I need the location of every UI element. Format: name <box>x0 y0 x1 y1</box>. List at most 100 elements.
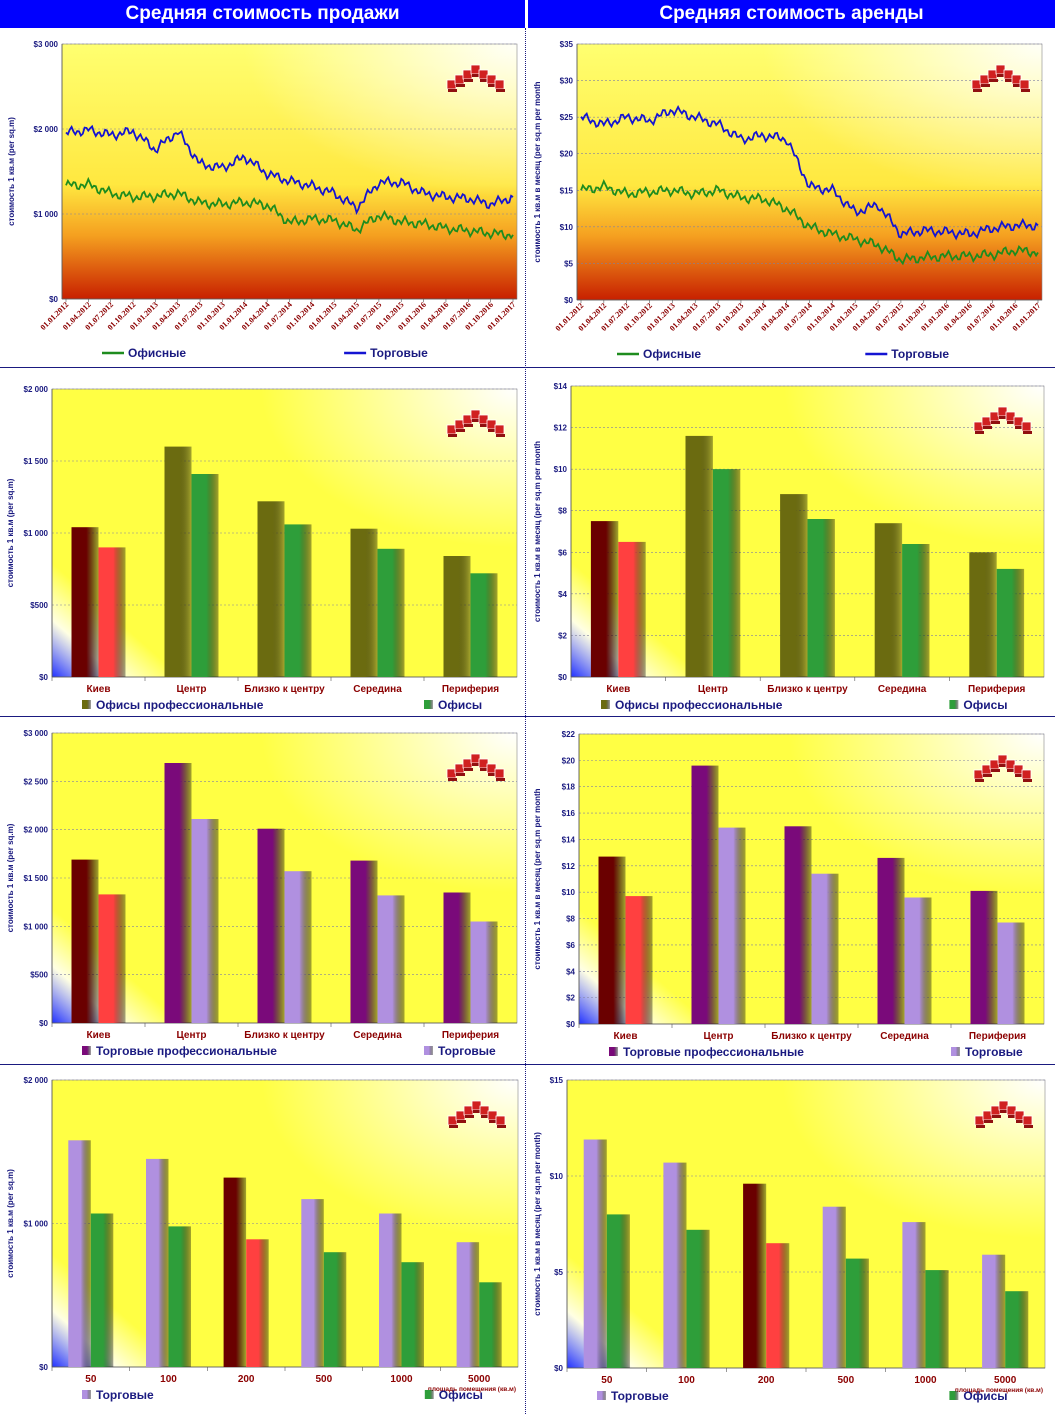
y-tick-label: $2 000 <box>24 826 49 835</box>
column-divider <box>525 28 526 1414</box>
y-tick-label: $25 <box>560 113 574 122</box>
bar <box>845 1258 869 1368</box>
x-tick-label: Центр <box>176 684 206 695</box>
row-divider <box>0 367 1055 368</box>
y-tick-label: $6 <box>566 941 575 950</box>
legend-swatch <box>82 1390 91 1399</box>
y-tick-label: $3 000 <box>34 40 59 49</box>
legend-swatch <box>601 700 610 709</box>
bar <box>443 892 471 1023</box>
y-axis-label: стоимость 1 кв.м (per sq.m) <box>6 478 15 587</box>
legend-swatch <box>82 1046 91 1055</box>
legend-swatch <box>949 700 959 709</box>
y-tick-label: $20 <box>560 150 574 159</box>
bar <box>323 1252 347 1367</box>
y-axis-label: стоимость 1 кв.м в месяц (per sq.m per m… <box>533 81 542 262</box>
y-tick-label: $0 <box>554 1364 563 1373</box>
y-tick-label: $22 <box>562 730 576 739</box>
bar <box>902 1222 926 1368</box>
legend-label: Офисы профессиональные <box>615 698 783 712</box>
y-tick-label: $12 <box>562 862 576 871</box>
x-tick-label: 5000 <box>468 1374 491 1385</box>
bar <box>379 1213 402 1367</box>
bar <box>68 1140 91 1367</box>
x-tick-label: 500 <box>837 1375 854 1386</box>
series-line <box>580 105 1039 241</box>
bar <box>377 895 405 1023</box>
y-axis-label: стоимость 1 кв.м (per sq.m) <box>7 117 16 226</box>
rent-offices-district-chart: $0 $2 $4 $6 $8 $10 $12 $14 стоимость 1 кв.м в ме… <box>533 382 1045 712</box>
x-tick-label: 100 <box>678 1375 695 1386</box>
bar <box>784 826 812 1024</box>
x-tick-label: 100 <box>160 1374 177 1385</box>
legend-label: Офисные <box>128 346 186 360</box>
y-tick-label: $35 <box>560 40 574 49</box>
x-tick-label: 50 <box>601 1375 613 1386</box>
bar <box>685 435 713 677</box>
bar <box>168 1226 191 1367</box>
y-tick-label: $3 000 <box>24 729 49 738</box>
y-tick-label: $10 <box>560 223 574 232</box>
x-tick-label: 200 <box>238 1374 255 1385</box>
y-tick-label: $5 <box>564 259 573 268</box>
rent-by-area-chart: $0 $5 $10 $15 стоимость 1 кв.м в месяц (per … <box>533 1076 1046 1403</box>
bar <box>982 1254 1006 1368</box>
bar <box>257 501 285 677</box>
y-tick-label: $6 <box>558 548 567 557</box>
legend-swatch <box>609 1047 618 1056</box>
y-axis-label: стоимость 1 кв.м в месяц (per sq.m per m… <box>533 441 542 622</box>
bar <box>712 469 741 677</box>
y-tick-label: $2 500 <box>24 777 49 786</box>
legend-label: Торговые профессиональные <box>96 1044 277 1058</box>
y-axis-label: стоимость 1 кв.м (per sq.m) <box>6 1169 15 1278</box>
bar <box>780 494 808 677</box>
series-line <box>65 124 514 216</box>
x-tick-label: 5000 <box>994 1375 1017 1386</box>
bar <box>877 857 905 1024</box>
x-tick-label: Близко к центру <box>244 684 325 695</box>
y-tick-label: $1 000 <box>24 1220 49 1229</box>
x-tick-label: Периферия <box>442 1029 499 1041</box>
plot-highlight <box>577 44 1042 300</box>
bar <box>902 544 930 677</box>
brand-logo-icon <box>447 1100 506 1128</box>
bar <box>401 1262 424 1367</box>
x-tick-label: Периферия <box>968 683 1025 695</box>
legend-swatch <box>424 700 433 709</box>
bar <box>191 819 219 1023</box>
bar <box>223 1177 247 1367</box>
y-tick-label: $0 <box>564 296 573 305</box>
x-tick-label: 200 <box>758 1375 775 1386</box>
bar <box>743 1183 767 1368</box>
y-tick-label: $5 <box>554 1268 563 1277</box>
y-tick-label: $20 <box>562 756 576 765</box>
x-axis-label: площадь помещения (кв.м) <box>428 1386 516 1393</box>
sale-trend-chart: $0 $1 000 $2 000 $3 000 стоимость 1 кв.м (pe… <box>7 40 517 360</box>
bar <box>479 1282 502 1367</box>
x-tick-label: Близко к центру <box>771 1031 852 1042</box>
bar <box>90 1213 114 1367</box>
y-tick-label: $30 <box>560 77 574 86</box>
bar <box>598 856 626 1024</box>
bar <box>164 446 192 677</box>
bar <box>191 474 219 677</box>
legend-label: Офисы <box>438 698 482 712</box>
legend-label: Офисы <box>963 1389 1007 1403</box>
y-tick-label: $4 <box>558 590 567 599</box>
y-tick-label: $2 <box>566 994 575 1003</box>
x-tick-label: Близко к центру <box>244 1030 325 1041</box>
rent-trend-chart: $0 $5 $10 $15 $20 $25 $30 $35 стоимость 1 кв.м в… <box>533 40 1042 361</box>
y-tick-label: $1 500 <box>24 874 49 883</box>
x-tick-label: 500 <box>315 1374 332 1385</box>
plot-highlight <box>62 44 517 299</box>
brand-logo-icon <box>446 409 505 437</box>
x-tick-label: Киев <box>606 684 630 695</box>
legend-swatch <box>82 700 91 709</box>
series-line <box>580 178 1039 266</box>
sale-retail-district-chart: $0 $500 $1 000 $1 500 $2 000 $2 500 $3 000 стои… <box>6 729 518 1058</box>
y-axis-label: стоимость 1 кв.м (per sq.m) <box>6 823 15 932</box>
rent-header: Средняя стоимость аренды <box>528 0 1055 28</box>
y-tick-label: $0 <box>39 1019 48 1028</box>
x-tick-label: Близко к центру <box>767 684 848 695</box>
y-tick-label: $8 <box>558 507 567 516</box>
